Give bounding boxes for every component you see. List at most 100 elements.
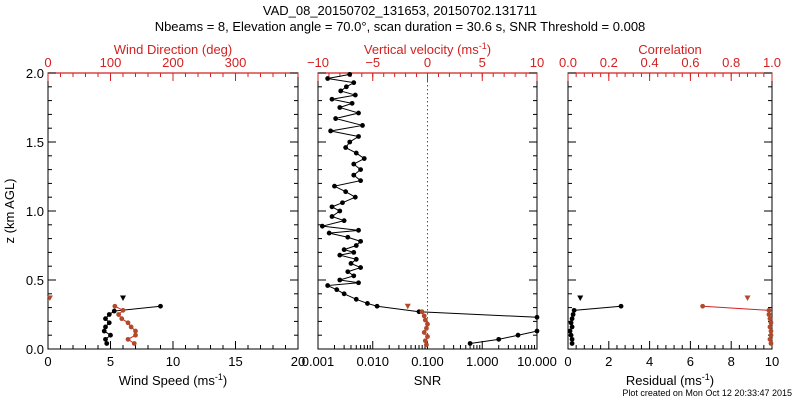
data-point	[352, 92, 358, 98]
data-point	[534, 328, 540, 334]
y-tick-label: 1.5	[26, 135, 44, 150]
data-point	[111, 308, 117, 314]
data-point	[569, 316, 575, 322]
x-tick-label: 15	[228, 354, 242, 369]
data-point	[106, 312, 112, 317]
x-tick-label: 1.000	[466, 354, 499, 369]
data-point	[319, 223, 325, 229]
top-tick-label: −5	[365, 55, 380, 70]
data-point	[103, 316, 108, 322]
panel-frame-3	[567, 72, 773, 350]
data-point	[534, 314, 540, 320]
data-point	[337, 252, 343, 258]
data-point	[158, 303, 163, 309]
data-point	[351, 80, 357, 86]
data-point	[125, 336, 131, 342]
data-point	[133, 332, 138, 338]
data-point	[568, 332, 574, 338]
data-point	[569, 341, 575, 346]
top-tick-label: 5	[479, 55, 486, 70]
data-point	[365, 301, 370, 306]
data-point	[329, 96, 335, 102]
data-point	[349, 100, 355, 106]
x-tick-label: 4	[646, 354, 653, 369]
top-tick-label: −10	[307, 55, 329, 70]
data-point	[345, 234, 351, 240]
data-point	[337, 105, 343, 110]
data-point	[570, 312, 576, 317]
marker-triangle	[744, 295, 751, 301]
data-point	[329, 204, 335, 210]
x-tick-label: 20	[291, 354, 305, 369]
data-point	[768, 320, 774, 326]
data-point	[326, 230, 332, 236]
top-tick-label: 0	[44, 55, 51, 70]
top-axis-label-2: Vertical velocity (ms-1)	[364, 41, 491, 57]
data-point	[116, 312, 122, 317]
x-tick-label: 6	[687, 354, 694, 369]
data-point	[325, 283, 331, 288]
data-point	[766, 312, 772, 317]
data-point	[104, 341, 110, 346]
data-point	[343, 189, 349, 195]
data-point	[419, 309, 425, 315]
data-point	[328, 128, 334, 134]
data-point	[351, 172, 357, 178]
data-point	[325, 76, 331, 81]
data-point	[356, 134, 361, 139]
chart-subtitle: Nbeams = 8, Elevation angle = 70.0°, sca…	[154, 19, 646, 34]
data-point	[358, 178, 364, 184]
data-point	[358, 265, 364, 270]
marker-triangle	[577, 295, 584, 301]
data-point	[340, 200, 345, 206]
data-point	[374, 303, 380, 309]
data-point	[425, 321, 430, 327]
data-point	[767, 316, 773, 322]
data-point	[338, 88, 344, 94]
data-point	[421, 313, 427, 319]
y-tick-label: 1.0	[26, 204, 44, 219]
data-point	[348, 261, 354, 266]
x-tick-label: 10.000	[517, 354, 557, 369]
data-point	[103, 324, 108, 330]
data-point	[353, 150, 359, 156]
x-tick-label: 2	[605, 354, 612, 369]
data-point	[352, 194, 358, 200]
top-tick-label: 10	[530, 55, 544, 70]
data-point	[361, 156, 367, 161]
data-point	[360, 123, 365, 128]
marker-triangle	[404, 303, 411, 310]
data-point	[341, 247, 347, 253]
data-point	[345, 269, 351, 275]
data-point	[128, 324, 134, 330]
top-axis-label-1: Wind Direction (deg)	[114, 42, 233, 57]
data-point	[767, 324, 773, 330]
x-tick-label: 0.100	[411, 354, 444, 369]
data-point	[353, 256, 359, 262]
y-axis-label: z (km AGL)	[2, 178, 17, 243]
data-point	[347, 71, 353, 77]
x-tick-label: 10	[765, 354, 779, 369]
data-point	[351, 161, 357, 167]
data-point	[112, 303, 118, 309]
data-point	[424, 342, 429, 348]
x-tick-label: 8	[728, 354, 735, 369]
top-tick-label: 0.2	[600, 55, 618, 70]
top-tick-label: 300	[225, 55, 247, 70]
data-point	[103, 336, 108, 342]
data-point	[569, 336, 575, 342]
data-point	[120, 307, 126, 313]
data-point	[101, 328, 107, 334]
y-tick-label: 2.0	[26, 66, 44, 81]
top-tick-label: 0	[424, 55, 431, 70]
data-point	[467, 341, 473, 346]
data-point	[618, 303, 624, 309]
data-point	[567, 328, 573, 334]
chart-title: VAD_08_20150702_131653, 20150702.131711	[262, 3, 538, 18]
top-tick-label: 100	[100, 55, 122, 70]
x-axis-label-2: SNR	[414, 373, 441, 388]
data-point	[422, 338, 428, 344]
data-point	[108, 332, 113, 338]
marker-triangle	[120, 295, 126, 301]
